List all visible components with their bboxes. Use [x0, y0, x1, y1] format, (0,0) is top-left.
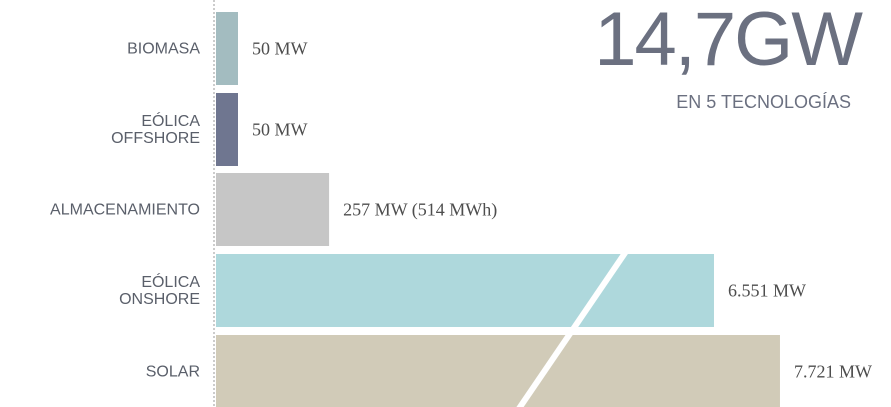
subheadline: EN 5 TECNOLOGÍAS	[676, 92, 851, 112]
category-label: SOLAR	[145, 363, 200, 380]
bar	[216, 173, 330, 246]
category-label: ALMACENAMIENTO	[50, 201, 200, 218]
headline: 14,7GW	[594, 0, 863, 82]
bar	[216, 93, 238, 166]
bar	[216, 335, 780, 407]
value-label: 50 MW	[252, 119, 308, 139]
category-label: BIOMASA	[127, 40, 200, 57]
category-label: EÓLICA OFFSHORE	[111, 112, 200, 147]
value-label: 6.551 MW	[727, 280, 806, 300]
value-label: 257 MW (514 MWh)	[343, 199, 498, 219]
axis-break	[516, 248, 630, 407]
category-label: EÓLICA ONSHORE	[119, 273, 200, 308]
bar	[216, 254, 714, 327]
bar	[216, 12, 238, 85]
value-label: 50 MW	[252, 38, 308, 58]
value-label: 7.721 MW	[793, 361, 872, 381]
